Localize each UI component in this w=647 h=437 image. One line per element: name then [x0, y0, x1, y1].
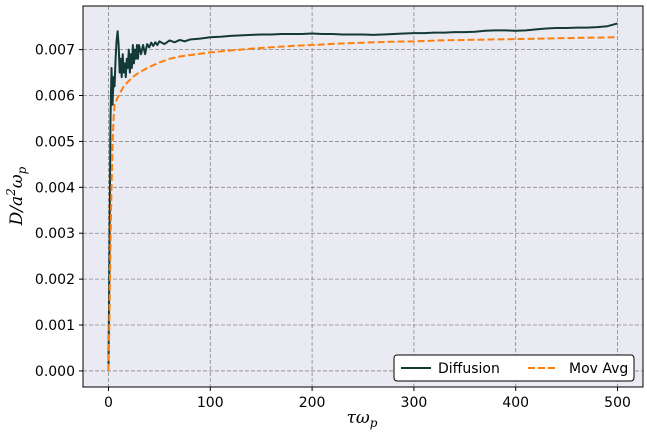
- legend-label-diffusion: Diffusion: [438, 361, 500, 377]
- y-axis-label: D/a2ωp: [4, 166, 29, 226]
- axes-border: [82, 5, 644, 388]
- y-tick-label: 0.006: [35, 89, 75, 105]
- x-tick-label: 300: [401, 395, 428, 411]
- grid: [83, 6, 643, 387]
- y-tick-label: 0.002: [35, 272, 75, 288]
- legend-label-movavg: Mov Avg: [569, 361, 628, 377]
- series-layer: [107, 22, 618, 371]
- movavg-series-line: [107, 36, 618, 371]
- x-tick-label: 200: [299, 395, 326, 411]
- x-tick-label: 100: [197, 395, 224, 411]
- plot-frame: [82, 5, 644, 388]
- plot-background: [83, 6, 643, 387]
- x-tick-label: 400: [502, 395, 529, 411]
- tick-layer: 0 100 200 300 400 500 0.000 0.001 0.002 0.003 0.00…: [35, 43, 631, 411]
- x-tick-label: 0: [104, 395, 113, 411]
- legend: Diffusion Mov Avg: [393, 354, 635, 382]
- plot-area: [83, 6, 643, 387]
- y-tick-label: 0.005: [35, 134, 75, 150]
- y-tick-label: 0.007: [35, 43, 75, 59]
- y-tick-label: 0.003: [35, 226, 75, 242]
- diffusion-series-line: [107, 22, 618, 371]
- legend-box: [393, 354, 635, 382]
- y-tick-label: 0.001: [35, 318, 75, 334]
- x-tick-label: 500: [604, 395, 631, 411]
- y-tick-label: 0.000: [35, 364, 75, 380]
- y-tick-label: 0.004: [35, 180, 75, 196]
- x-axis-label: τωp: [347, 408, 378, 430]
